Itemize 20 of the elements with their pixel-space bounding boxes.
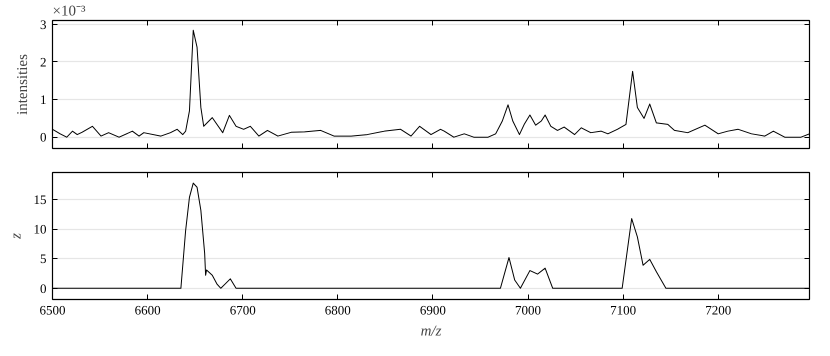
y-tick-label: 2 xyxy=(40,54,46,70)
y-axis-title: intensities xyxy=(15,54,31,115)
x-tick-label: 7100 xyxy=(610,302,636,318)
x-tick-label: 6700 xyxy=(230,302,256,318)
y-tick-label: 0 xyxy=(40,280,46,296)
text: ×10⁻³ xyxy=(52,4,86,20)
x-tick-label: 6900 xyxy=(420,302,446,318)
y-tick-label: 0 xyxy=(40,130,46,145)
y-tick-label: 3 xyxy=(40,16,46,32)
y-axis-title: z xyxy=(8,232,24,240)
y-tick-label: 10 xyxy=(34,222,46,237)
x-tick-label: 7000 xyxy=(515,302,542,318)
x-tick-label: 6800 xyxy=(324,302,351,318)
x-tick-label: 7200 xyxy=(705,302,732,318)
y-tick-label: 15 xyxy=(34,192,46,208)
y-tick-label: 5 xyxy=(40,251,46,266)
x-tick-label: 6500 xyxy=(40,302,66,318)
y-tick-label: 1 xyxy=(40,92,46,108)
x-tick-label: 6600 xyxy=(134,302,161,318)
x-axis-title: m/z xyxy=(420,324,442,340)
